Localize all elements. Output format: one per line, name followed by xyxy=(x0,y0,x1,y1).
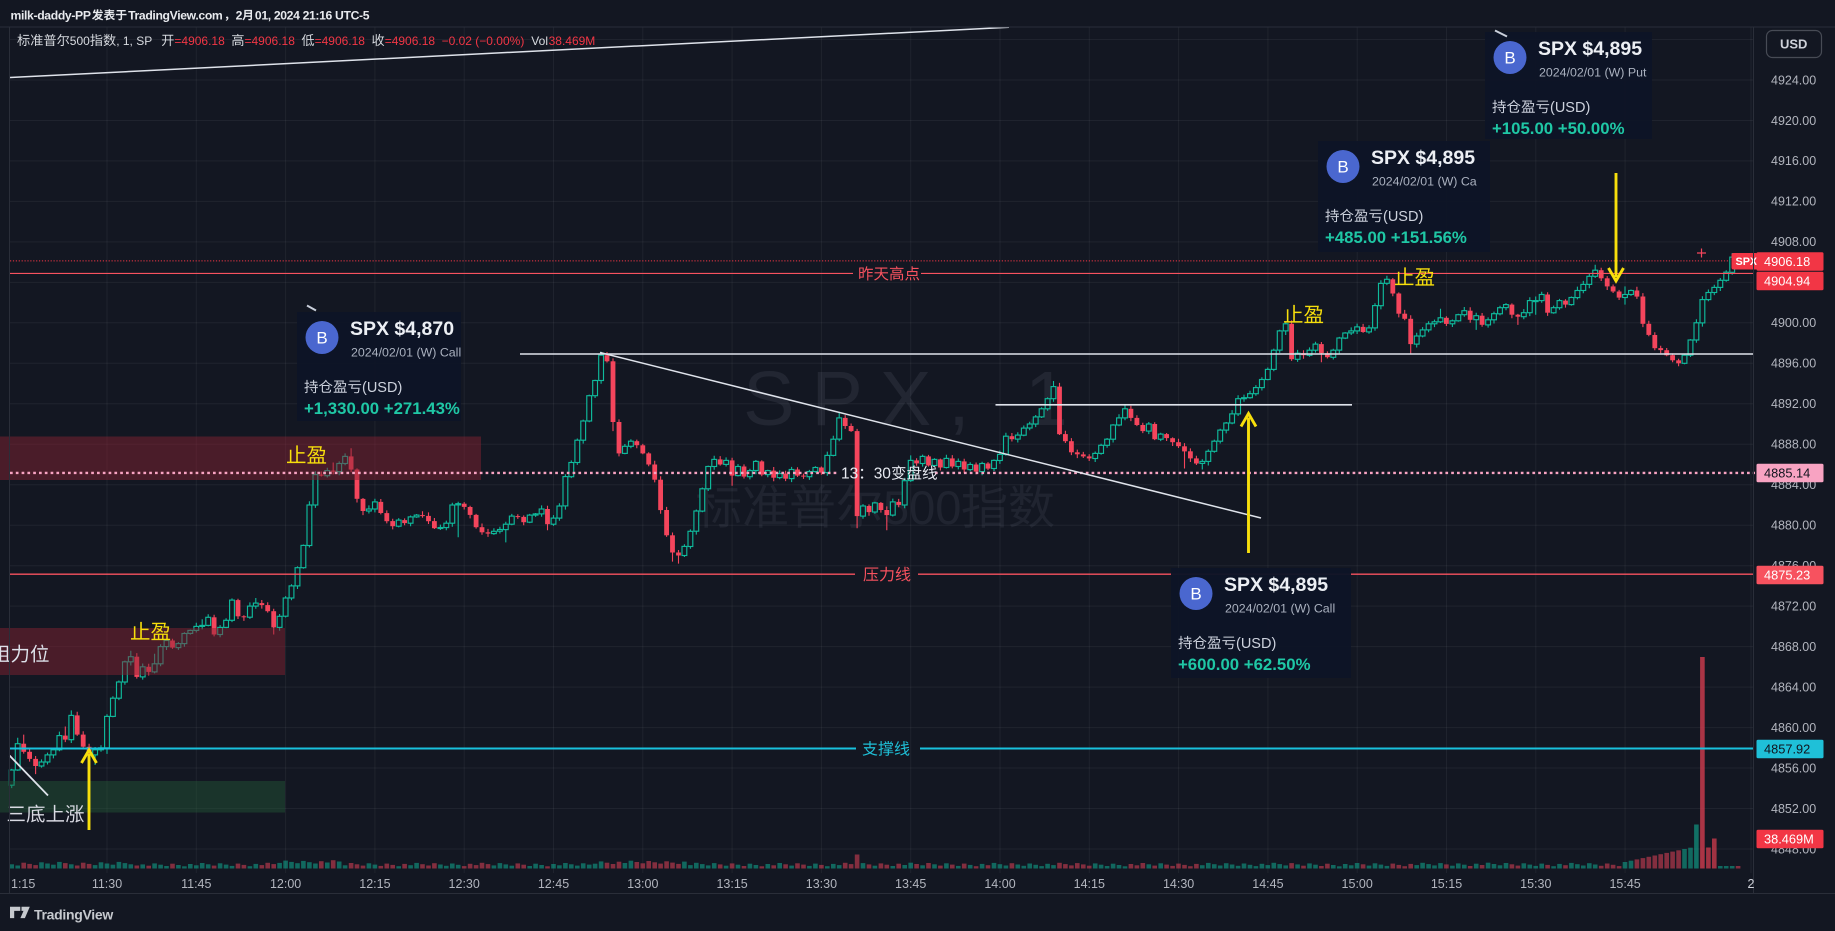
svg-text:4864.00: 4864.00 xyxy=(1771,680,1816,694)
svg-text:4916.00: 4916.00 xyxy=(1771,154,1816,168)
svg-text:=4906.18: =4906.18 xyxy=(245,34,296,48)
svg-text:4885.14: 4885.14 xyxy=(1764,465,1810,480)
svg-text:14:30: 14:30 xyxy=(1163,877,1194,891)
svg-text:30: 30 xyxy=(874,466,892,483)
svg-text:milk-daddy-PP: milk-daddy-PP xyxy=(11,8,91,22)
svg-text:4904.94: 4904.94 xyxy=(1764,273,1810,288)
svg-text:Vol: Vol xyxy=(531,34,548,48)
svg-text:2024/02/01 (W) Call: 2024/02/01 (W) Call xyxy=(1225,602,1335,616)
svg-text:38.469M: 38.469M xyxy=(549,34,596,48)
svg-text:1:15: 1:15 xyxy=(11,877,35,891)
svg-text:2024/02/01 (W) Call: 2024/02/01 (W) Call xyxy=(351,346,461,360)
svg-text:4868.00: 4868.00 xyxy=(1771,640,1816,654)
svg-text:13:45: 13:45 xyxy=(895,877,926,891)
svg-text:12:00: 12:00 xyxy=(270,877,301,891)
svg-text:12:15: 12:15 xyxy=(359,877,390,891)
svg-text:4892.00: 4892.00 xyxy=(1771,397,1816,411)
svg-text:15:45: 15:45 xyxy=(1609,877,1640,891)
svg-text:+1,330.00 +271.43%: +1,330.00 +271.43% xyxy=(304,399,460,418)
svg-text:+485.00 +151.56%: +485.00 +151.56% xyxy=(1325,228,1467,247)
svg-text:500: 500 xyxy=(883,481,961,534)
svg-text:TradingView: TradingView xyxy=(34,906,113,922)
svg-text:15:00: 15:00 xyxy=(1342,877,1373,891)
svg-text:13:15: 13:15 xyxy=(716,877,747,891)
svg-text:=4906.18: =4906.18 xyxy=(174,34,225,48)
svg-text:2: 2 xyxy=(1748,877,1755,891)
svg-text:4856.00: 4856.00 xyxy=(1771,761,1816,775)
svg-text:(USD): (USD) xyxy=(1550,100,1590,116)
svg-text:4908.00: 4908.00 xyxy=(1771,235,1816,249)
svg-text:01, 2024 21:16 UTC-5: 01, 2024 21:16 UTC-5 xyxy=(255,8,370,22)
svg-text:12:30: 12:30 xyxy=(449,877,480,891)
svg-text:SPX: SPX xyxy=(1736,256,1758,268)
svg-text:11:45: 11:45 xyxy=(181,877,211,891)
svg-text:4872.00: 4872.00 xyxy=(1771,599,1816,613)
svg-text:4875.23: 4875.23 xyxy=(1764,567,1810,582)
svg-text:SPX, 1: SPX, 1 xyxy=(743,356,1085,442)
svg-text:14:00: 14:00 xyxy=(984,877,1015,891)
svg-text:4912.00: 4912.00 xyxy=(1771,195,1816,209)
svg-text:14:45: 14:45 xyxy=(1252,877,1283,891)
svg-text:=4906.18: =4906.18 xyxy=(385,34,436,48)
svg-text:15:30: 15:30 xyxy=(1520,877,1551,891)
svg-text:, 1, SP: , 1, SP xyxy=(116,34,152,48)
svg-text:B: B xyxy=(1190,585,1201,604)
svg-text:2024/02/01 (W) Put: 2024/02/01 (W) Put xyxy=(1539,66,1647,80)
svg-text:(USD): (USD) xyxy=(1383,209,1423,225)
svg-text:4852.00: 4852.00 xyxy=(1771,802,1816,816)
svg-text:2024/02/01 (W) Ca: 2024/02/01 (W) Ca xyxy=(1372,175,1477,189)
svg-text:SPX $4,895: SPX $4,895 xyxy=(1224,574,1328,596)
svg-text:15:15: 15:15 xyxy=(1431,877,1462,891)
svg-text:4857.92: 4857.92 xyxy=(1764,741,1810,756)
svg-text:TradingView.com: TradingView.com xyxy=(128,8,223,22)
svg-text:(USD): (USD) xyxy=(362,380,402,396)
svg-text:500: 500 xyxy=(70,34,90,48)
svg-text:4906.18: 4906.18 xyxy=(1764,254,1810,269)
svg-text:4880.00: 4880.00 xyxy=(1771,519,1816,533)
svg-text:4900.00: 4900.00 xyxy=(1771,316,1816,330)
svg-text:SPX $4,895: SPX $4,895 xyxy=(1538,38,1642,60)
svg-text:(USD): (USD) xyxy=(1236,636,1276,652)
svg-text:38.469M: 38.469M xyxy=(1764,831,1814,846)
svg-text:2: 2 xyxy=(236,8,243,22)
svg-text:11:30: 11:30 xyxy=(92,877,122,891)
svg-text:B: B xyxy=(1337,158,1348,177)
svg-text:B: B xyxy=(1504,49,1515,68)
svg-text:+600.00 +62.50%: +600.00 +62.50% xyxy=(1178,655,1311,674)
svg-text:13: 13 xyxy=(841,466,858,483)
svg-text:13:30: 13:30 xyxy=(806,877,837,891)
svg-text:4860.00: 4860.00 xyxy=(1771,721,1816,735)
svg-text:SPX $4,895: SPX $4,895 xyxy=(1371,147,1475,169)
svg-text:SPX $4,870: SPX $4,870 xyxy=(350,318,454,340)
svg-text:=4906.18: =4906.18 xyxy=(315,34,366,48)
svg-text:USD: USD xyxy=(1780,37,1807,52)
svg-text:+105.00 +50.00%: +105.00 +50.00% xyxy=(1492,119,1625,138)
svg-text:B: B xyxy=(316,329,327,348)
svg-text:4924.00: 4924.00 xyxy=(1771,73,1816,87)
svg-text:4920.00: 4920.00 xyxy=(1771,114,1816,128)
svg-text:14:15: 14:15 xyxy=(1074,877,1105,891)
svg-text:4888.00: 4888.00 xyxy=(1771,438,1816,452)
svg-text:4896.00: 4896.00 xyxy=(1771,357,1816,371)
svg-text:−0.02 (−0.00%): −0.02 (−0.00%) xyxy=(442,34,525,48)
svg-text:13:00: 13:00 xyxy=(627,877,658,891)
svg-text:12:45: 12:45 xyxy=(538,877,569,891)
